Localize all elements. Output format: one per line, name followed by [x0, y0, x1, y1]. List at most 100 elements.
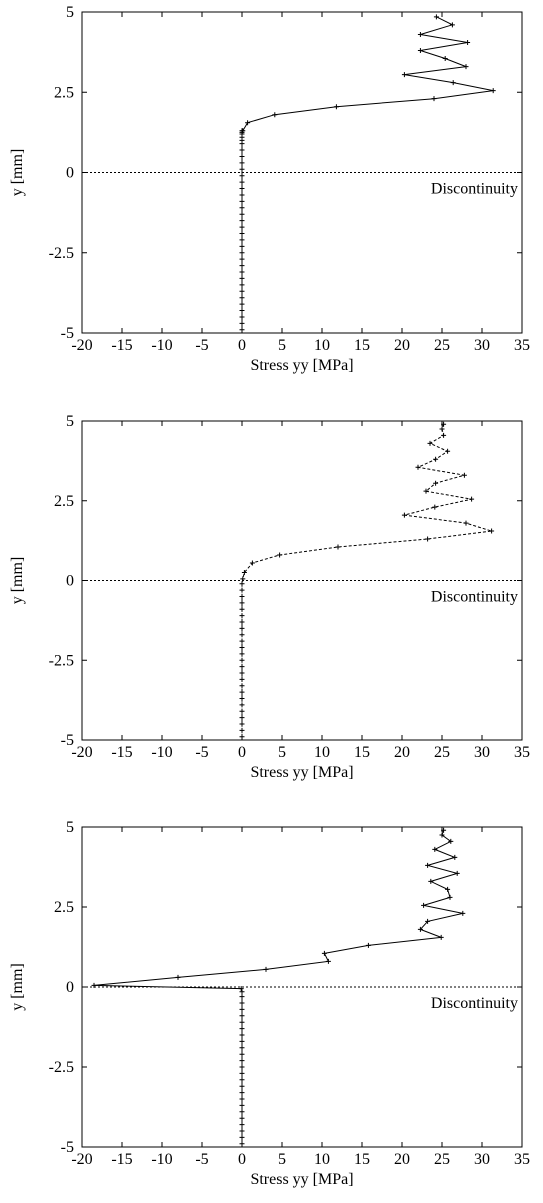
data-point-marker	[239, 1141, 245, 1147]
data-point-marker	[428, 878, 434, 884]
data-point-marker	[91, 982, 97, 988]
data-point-marker	[239, 715, 245, 721]
data-point-marker	[239, 186, 245, 192]
data-point-marker	[239, 1090, 245, 1096]
x-tick-label: 5	[278, 337, 286, 354]
data-point-marker	[239, 282, 245, 288]
data-point-marker	[239, 198, 245, 204]
x-tick-label: 25	[434, 1151, 450, 1168]
data-point-marker	[239, 327, 245, 333]
data-point-marker	[448, 838, 454, 844]
data-point-marker	[239, 689, 245, 695]
data-point-marker	[239, 314, 245, 320]
data-point-marker	[239, 256, 245, 262]
data-point-marker	[277, 552, 283, 558]
x-axis-label: Stress yy [MPa]	[250, 764, 353, 781]
data-point-marker	[239, 1077, 245, 1083]
x-tick-label: 30	[474, 1151, 490, 1168]
x-tick-label: 10	[314, 337, 330, 354]
data-point-marker	[239, 1038, 245, 1044]
data-point-marker	[239, 994, 245, 1000]
chart-panel-3: -20 -15 -10 -5 0 5 10 15 20 25 30 35 -5 -2.5 0 2.5 5 Stre…	[9, 819, 530, 1188]
data-point-marker	[239, 657, 245, 663]
data-point-marker	[239, 295, 245, 301]
data-point-marker	[239, 619, 245, 625]
data-point-marker	[239, 211, 245, 217]
x-tick-label: 0	[238, 337, 246, 354]
data-point-marker	[239, 166, 245, 172]
x-tick-label: 5	[278, 1151, 286, 1168]
x-tick-label: -5	[195, 337, 208, 354]
data-point-marker	[433, 14, 439, 20]
data-point-marker	[239, 147, 245, 153]
data-point-marker	[239, 173, 245, 179]
data-point-marker	[239, 1026, 245, 1032]
data-point-marker	[239, 1032, 245, 1038]
y-tick-label: 0	[66, 979, 74, 996]
y-axis-label: y [mm]	[9, 963, 26, 1011]
x-tick-label: 25	[434, 337, 450, 354]
discontinuity-label: Discontinuity	[431, 589, 518, 606]
data-point-marker	[239, 1064, 245, 1070]
data-point-marker	[239, 269, 245, 275]
data-point-marker	[239, 613, 245, 619]
data-point-marker	[417, 31, 423, 37]
data-point-marker	[445, 448, 451, 454]
data-point-marker	[425, 918, 431, 924]
data-point-marker	[239, 664, 245, 670]
y-tick-label: -2.5	[49, 1059, 74, 1076]
data-point-marker	[239, 1019, 245, 1025]
data-point-marker	[239, 1013, 245, 1019]
y-tick-label: 0	[66, 573, 74, 590]
data-point-marker	[239, 243, 245, 249]
data-point-marker	[239, 721, 245, 727]
data-point-marker	[239, 179, 245, 185]
x-tick-label: 10	[314, 1151, 330, 1168]
data-point-marker	[239, 250, 245, 256]
data-point-marker	[239, 638, 245, 644]
data-point-marker	[239, 1000, 245, 1006]
y-tick-label: -5	[61, 1139, 74, 1156]
data-point-marker	[490, 88, 496, 94]
data-point-marker	[239, 606, 245, 612]
data-point-marker	[465, 39, 471, 45]
data-point-marker	[239, 734, 245, 740]
y-tick-label: -5	[61, 732, 74, 749]
series-line	[241, 16, 494, 330]
data-point-marker	[239, 1128, 245, 1134]
data-point-marker	[445, 886, 451, 892]
data-point-marker	[272, 112, 278, 118]
data-point-marker	[239, 625, 245, 631]
data-point-marker	[469, 496, 475, 502]
x-tick-label: 5	[278, 744, 286, 761]
series-line	[241, 424, 492, 737]
discontinuity-label: Discontinuity	[431, 181, 518, 198]
y-axis-label: y [mm]	[9, 149, 26, 197]
data-point-marker	[249, 560, 255, 566]
data-point-marker	[239, 308, 245, 314]
data-point-marker	[239, 600, 245, 606]
y-tick-label: 2.5	[54, 493, 74, 510]
data-point-marker	[239, 1045, 245, 1051]
data-point-marker	[239, 1122, 245, 1128]
data-point-marker	[417, 48, 423, 54]
data-point-marker	[454, 870, 460, 876]
data-point-marker	[239, 301, 245, 307]
chart-panel-1: -20 -15 -10 -5 0 5 10 15 20 25 30 35 -5 -2.5 0 2.5 5 Stre…	[9, 4, 530, 374]
data-point-marker	[239, 1070, 245, 1076]
x-tick-label: -5	[195, 1151, 208, 1168]
x-tick-label: 25	[434, 744, 450, 761]
x-tick-label: -10	[151, 337, 172, 354]
data-point-marker	[438, 934, 444, 940]
data-point-marker	[425, 536, 431, 542]
data-point-marker	[239, 593, 245, 599]
data-point-marker	[463, 64, 469, 70]
x-tick-label: 20	[394, 337, 410, 354]
data-point-marker	[401, 72, 407, 78]
data-point-marker	[442, 56, 448, 62]
data-point-marker	[415, 464, 421, 470]
data-point-marker	[447, 894, 453, 900]
x-tick-label: 0	[238, 744, 246, 761]
data-point-marker	[239, 192, 245, 198]
data-point-marker	[239, 205, 245, 211]
